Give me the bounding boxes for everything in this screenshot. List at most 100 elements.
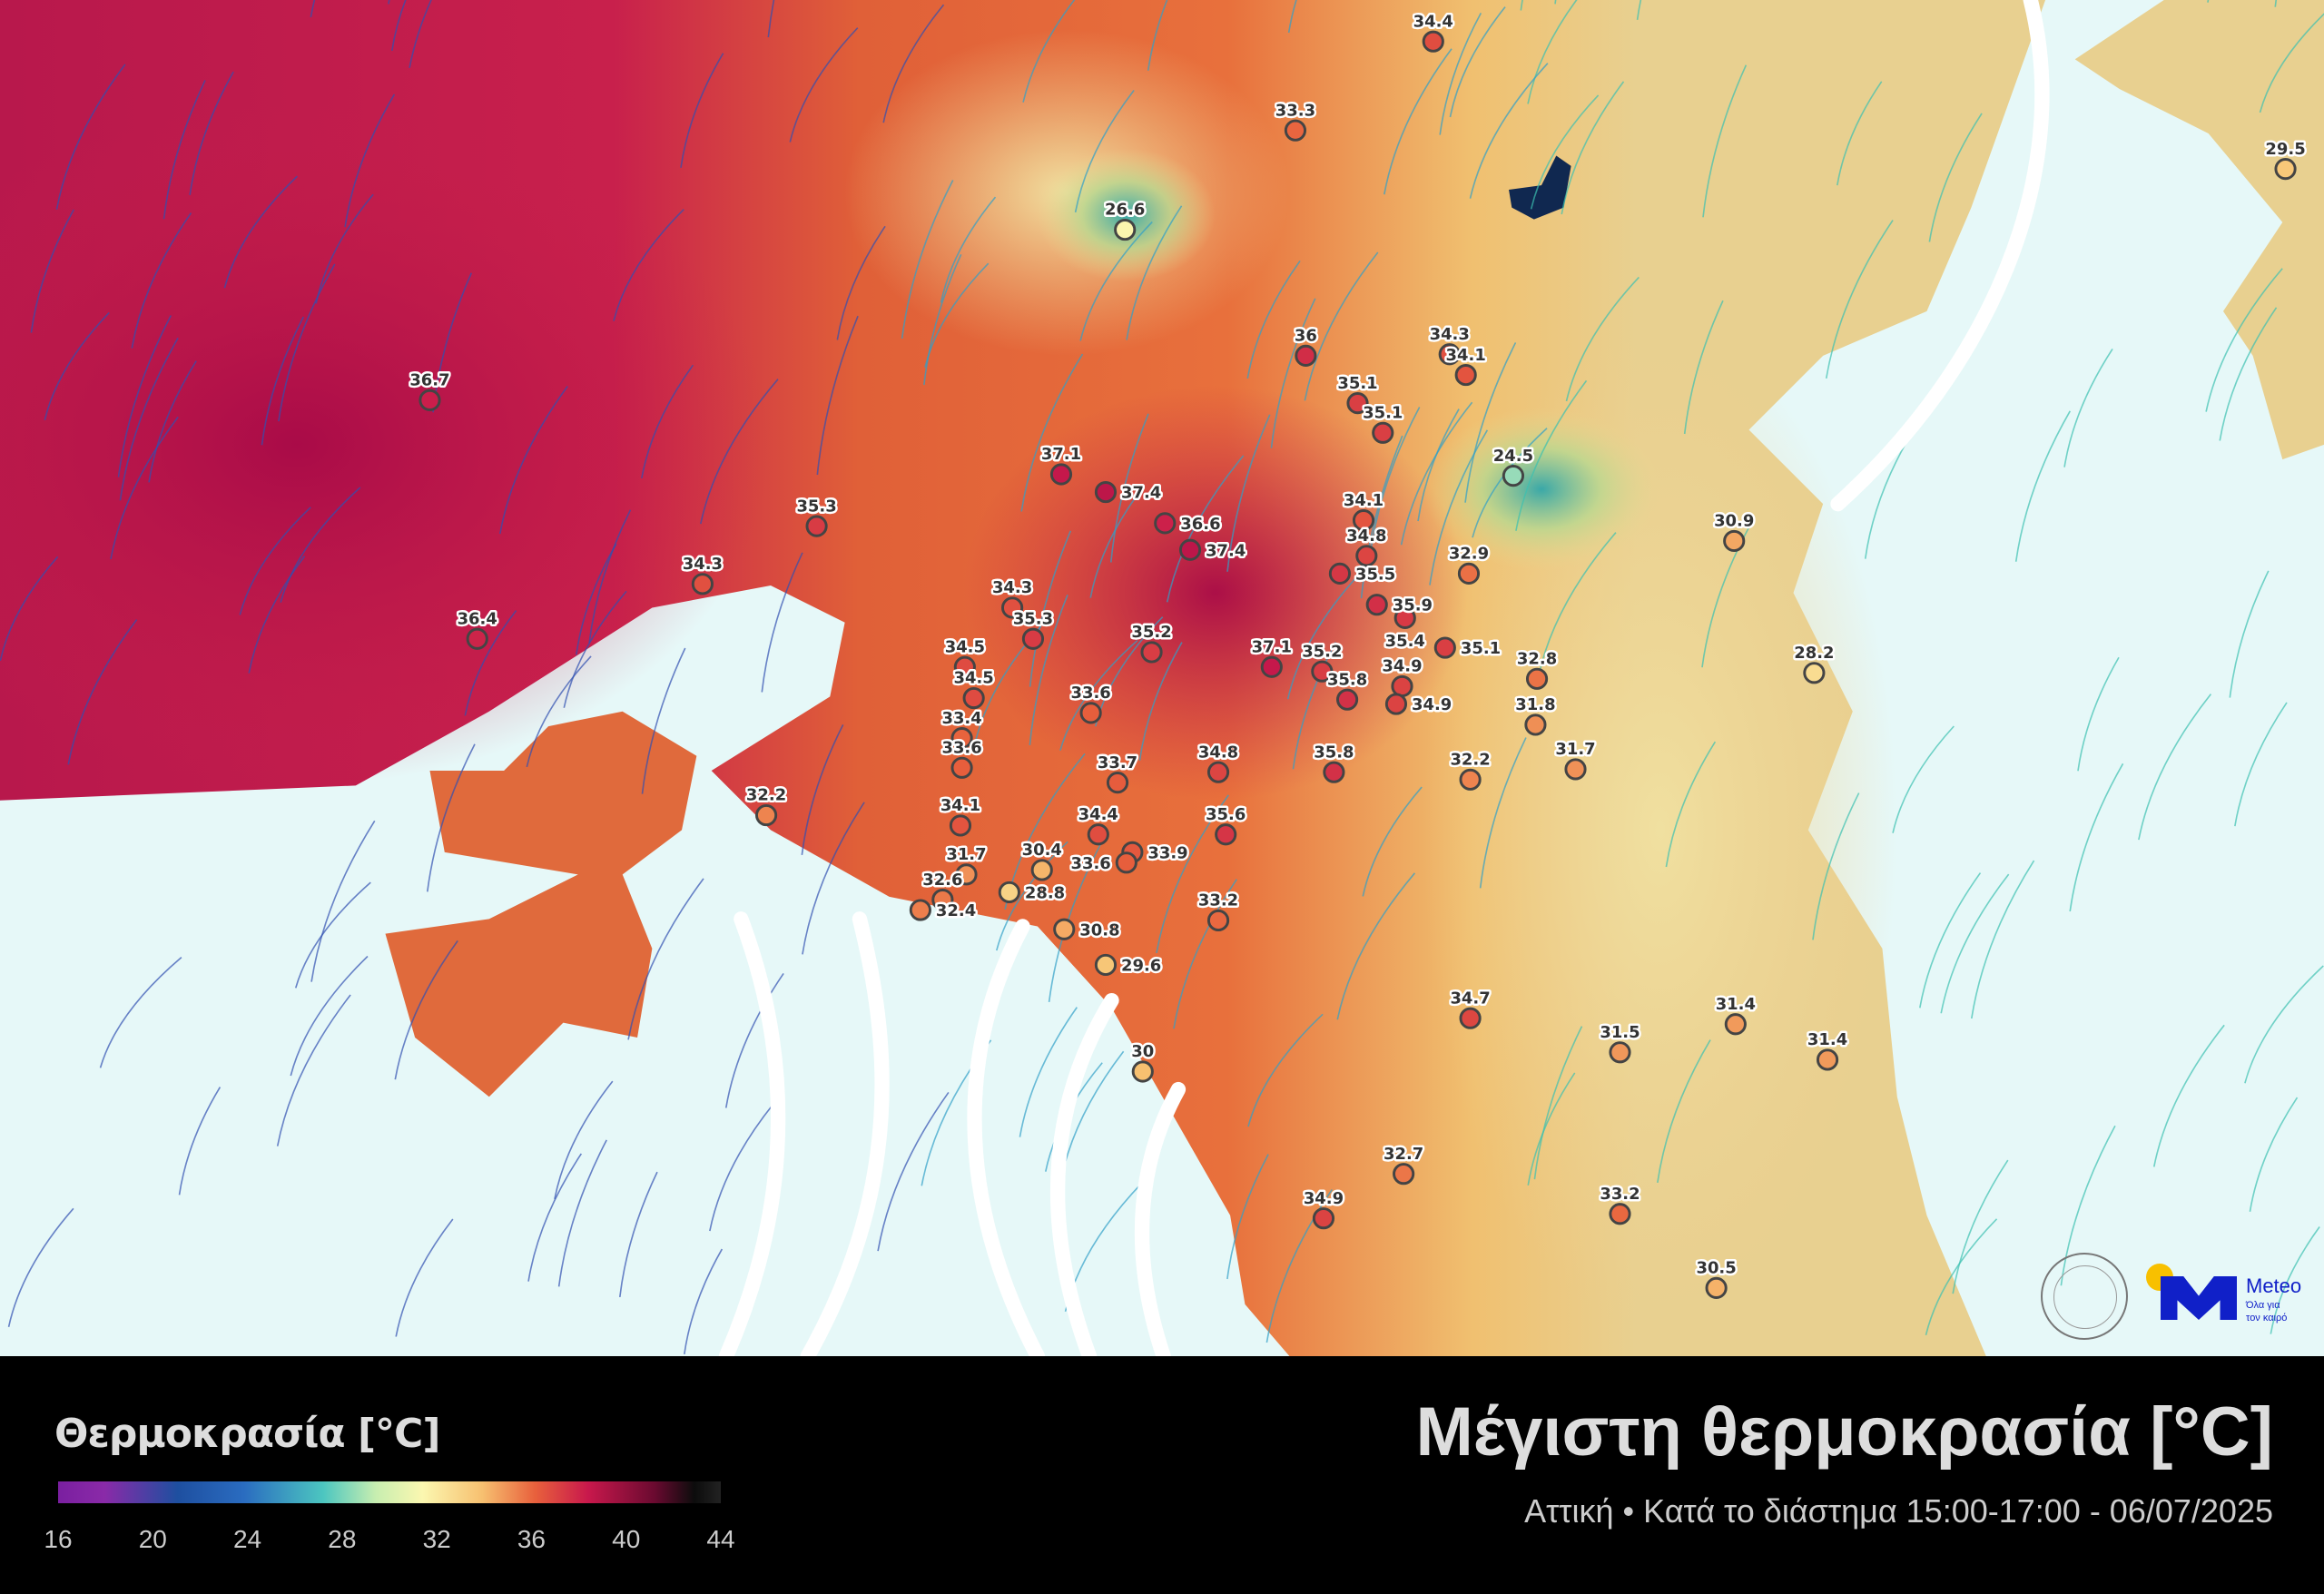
weather-station[interactable] [1049,463,1073,486]
station-marker[interactable] [1391,674,1413,698]
weather-station[interactable] [1609,1041,1631,1064]
station-marker[interactable] [1564,758,1587,781]
weather-station[interactable] [1087,823,1109,846]
weather-station[interactable] [1705,1276,1728,1299]
station-marker[interactable] [1131,1060,1154,1083]
station-marker[interactable] [1260,655,1283,678]
weather-station[interactable] [1438,343,1461,366]
station-marker[interactable] [755,803,778,827]
station-marker[interactable] [1346,392,1369,415]
station-marker[interactable] [931,889,954,911]
station-marker[interactable] [1384,693,1408,715]
station-marker[interactable] [419,389,441,411]
weather-station[interactable] [1346,392,1369,415]
station-marker[interactable] [1459,768,1482,791]
weather-station[interactable] [1454,364,1477,387]
station-marker[interactable] [1312,1207,1335,1230]
station-marker[interactable] [1021,627,1045,650]
weather-station[interactable] [805,515,828,537]
station-marker[interactable] [1053,918,1076,940]
weather-station[interactable] [1106,772,1129,794]
station-marker[interactable] [1087,823,1109,846]
station-marker[interactable] [1140,641,1163,664]
weather-station[interactable] [1457,562,1481,585]
weather-station[interactable] [755,803,778,827]
station-marker[interactable] [1049,463,1073,486]
station-marker[interactable] [1454,364,1477,387]
weather-station[interactable] [1311,660,1334,683]
station-marker[interactable] [1094,953,1118,977]
weather-station[interactable] [953,655,976,678]
station-marker[interactable] [950,756,973,779]
station-marker[interactable] [1215,823,1237,846]
weather-station[interactable] [1215,823,1237,846]
station-marker[interactable] [953,655,976,678]
weather-station[interactable] [1524,713,1547,736]
weather-station[interactable] [931,889,954,911]
station-marker[interactable] [1502,465,1525,487]
station-marker[interactable] [2274,158,2297,181]
weather-station[interactable] [1391,674,1413,698]
station-marker[interactable] [1030,859,1053,881]
station-marker[interactable] [1336,688,1359,711]
station-marker[interactable] [1355,545,1378,567]
station-marker[interactable] [466,627,488,650]
weather-station[interactable] [1328,562,1351,585]
weather-station[interactable] [1525,667,1549,690]
weather-station[interactable] [1352,509,1375,532]
station-marker[interactable] [1295,344,1317,367]
station-marker[interactable] [1001,596,1024,619]
weather-station[interactable] [1365,594,1388,616]
station-marker[interactable] [1372,421,1394,444]
weather-station[interactable] [419,389,441,411]
weather-station[interactable] [1459,768,1482,791]
station-marker[interactable] [1311,660,1334,683]
station-marker[interactable] [1393,606,1416,629]
weather-station[interactable] [1724,1013,1747,1036]
weather-station[interactable] [466,627,488,650]
weather-station[interactable] [1131,1060,1154,1083]
weather-station[interactable] [2274,158,2297,181]
station-marker[interactable] [962,686,985,710]
station-marker[interactable] [955,863,978,886]
weather-station[interactable] [1094,481,1118,504]
station-marker[interactable] [691,573,714,595]
weather-station[interactable] [1372,421,1394,444]
station-marker[interactable] [1206,761,1230,783]
weather-station[interactable] [1723,529,1746,553]
weather-station[interactable] [1312,1207,1335,1230]
weather-station[interactable] [1094,953,1118,977]
weather-station[interactable] [1393,1163,1415,1186]
station-marker[interactable] [1079,702,1102,724]
weather-station[interactable] [1115,851,1137,874]
weather-station[interactable] [1816,1048,1839,1071]
station-marker[interactable] [1352,509,1375,532]
station-marker[interactable] [949,814,972,837]
weather-station[interactable] [1178,538,1202,561]
weather-station[interactable] [1021,627,1045,650]
station-marker[interactable] [1609,1041,1631,1064]
station-marker[interactable] [1723,529,1746,553]
station-marker[interactable] [1178,538,1202,561]
station-marker[interactable] [1284,119,1307,142]
station-marker[interactable] [998,881,1020,904]
weather-station[interactable] [1284,119,1307,142]
station-marker[interactable] [1803,662,1826,684]
weather-station[interactable] [1803,662,1826,684]
weather-station[interactable] [1433,636,1456,659]
weather-station[interactable] [1459,1007,1482,1029]
station-marker[interactable] [1114,218,1137,241]
weather-station[interactable] [1393,606,1416,629]
weather-station[interactable] [1336,688,1359,711]
weather-station[interactable] [1001,596,1024,619]
station-marker[interactable] [1609,1203,1631,1225]
station-marker[interactable] [1816,1048,1839,1071]
station-marker[interactable] [1365,594,1388,616]
weather-station[interactable] [1114,218,1137,241]
station-marker[interactable] [1323,761,1345,783]
station-marker[interactable] [1328,562,1351,585]
weather-station[interactable] [1079,702,1102,724]
weather-station[interactable] [1609,1203,1631,1225]
weather-station[interactable] [950,756,973,779]
station-marker[interactable] [1154,512,1177,535]
